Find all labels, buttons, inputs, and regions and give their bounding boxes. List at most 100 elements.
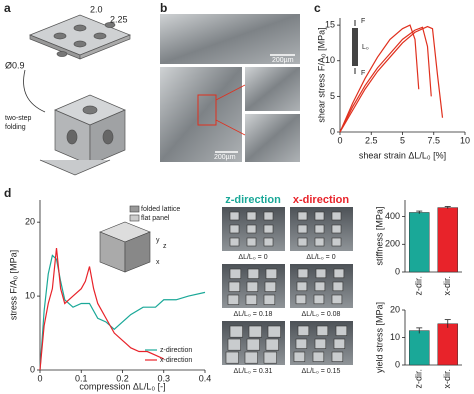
cell	[313, 294, 325, 305]
dimension-label: Ø0.9	[5, 60, 25, 70]
cell	[297, 325, 310, 336]
legend-label: x-direction	[160, 357, 192, 364]
cell	[263, 211, 274, 221]
flat-sheet	[29, 14, 131, 60]
y-tick-label: 10	[325, 55, 335, 65]
cell	[314, 211, 325, 221]
cell	[246, 211, 257, 221]
y-tick-label: 200	[385, 239, 400, 249]
cell	[265, 268, 278, 279]
folding-arrow	[23, 69, 46, 113]
cell	[267, 325, 281, 338]
cell	[247, 268, 260, 279]
column-header: z-direction	[225, 194, 281, 206]
x-tick-label: 0.2	[116, 373, 129, 383]
x-tick-label: x-dir.	[442, 276, 452, 296]
data-line	[339, 24, 420, 133]
strain-label: ΔL/L₀ = 0.31	[234, 368, 273, 375]
dimension-label: 2.25	[110, 14, 128, 24]
strain-label: ΔL/L₀ = 0.08	[302, 311, 341, 318]
cell	[296, 281, 308, 292]
error-bar	[444, 319, 451, 328]
x-tick-label: 0.4	[199, 373, 212, 383]
x-tick-label: 10	[460, 135, 470, 145]
bar	[409, 330, 430, 366]
x-tick-label: 5	[400, 135, 405, 145]
cell	[229, 224, 240, 234]
cell	[331, 211, 342, 221]
x-tick-label: 7.5	[427, 135, 440, 145]
cell	[263, 237, 274, 247]
y-tick-label: 400	[385, 211, 400, 221]
cell	[228, 281, 241, 292]
panel-label: c	[314, 1, 321, 15]
cell	[314, 237, 325, 247]
x-tick-label: x-dir.	[442, 369, 452, 389]
cell	[227, 294, 240, 305]
cell	[331, 224, 342, 234]
scale-bar-label: 200µm	[272, 57, 294, 64]
panel-label: d	[4, 186, 11, 200]
panel-label: b	[160, 1, 167, 15]
y-tick-label: 0	[330, 126, 335, 136]
bar	[437, 207, 458, 273]
cell	[295, 294, 307, 305]
force-label: F	[361, 70, 365, 77]
cell	[331, 294, 343, 305]
cell	[229, 237, 240, 247]
axis-label: y	[156, 237, 160, 244]
axis-label: x	[156, 259, 160, 266]
folded-cell	[39, 94, 126, 176]
cell	[265, 338, 279, 351]
cell	[229, 325, 243, 338]
data-line	[39, 254, 206, 371]
cell	[293, 351, 306, 362]
cell	[297, 224, 308, 234]
legend-label: flat panel	[141, 215, 170, 222]
y-tick-label: 10	[390, 332, 400, 342]
x-tick-label: z-dir.	[414, 369, 424, 389]
lattice-inset	[99, 205, 151, 273]
strain-label: ΔL/L₀ = 0.15	[302, 368, 341, 375]
cell	[227, 338, 241, 351]
cell	[295, 338, 308, 349]
panel-label: a	[4, 1, 11, 15]
cell	[263, 294, 276, 305]
cell	[248, 325, 262, 338]
cell	[297, 237, 308, 247]
cell	[264, 281, 277, 292]
error-bar	[444, 206, 451, 209]
cell	[333, 268, 345, 279]
x-tick-label: 2.5	[365, 135, 378, 145]
cell	[246, 237, 257, 247]
cell	[314, 224, 325, 234]
x-tick-label: z-dir.	[414, 276, 424, 296]
cell	[314, 338, 327, 349]
cell	[229, 211, 240, 221]
x-tick-label: 0	[337, 135, 342, 145]
strain-label: ΔL/L₀ = 0	[306, 254, 335, 261]
x-axis-label: compression ΔL/L₀ [-]	[79, 381, 165, 391]
photos: ΔL/L₀ = 0 ΔL/L₀ = 0.18 ΔL/L₀ = 0.31 ΔL/L₀ =…	[222, 207, 353, 375]
data-line	[339, 25, 444, 133]
cell	[263, 351, 277, 364]
y-tick-label: 20	[25, 217, 35, 227]
x-tick-label: 0.3	[157, 373, 170, 383]
y-tick-label: 0	[30, 364, 35, 374]
strain-label: ΔL/L₀ = 0	[238, 254, 267, 261]
cell	[312, 351, 325, 362]
y-tick-label: 0	[395, 359, 400, 369]
error-bar	[416, 327, 423, 334]
y-tick-label: 20	[390, 304, 400, 314]
cell	[333, 338, 346, 349]
y-tick-label: 5	[330, 91, 335, 101]
y-axis-label: shear stress F/A₀ [MPa]	[316, 27, 326, 122]
micrographs	[160, 14, 300, 162]
cell	[246, 281, 259, 292]
scale-bar-label: 200µm	[214, 154, 236, 161]
legend-label: folded lattice	[141, 206, 180, 213]
cell	[225, 351, 239, 364]
caption: folding	[5, 124, 26, 131]
y-axis-label: stiffness [MPa]	[374, 207, 384, 266]
